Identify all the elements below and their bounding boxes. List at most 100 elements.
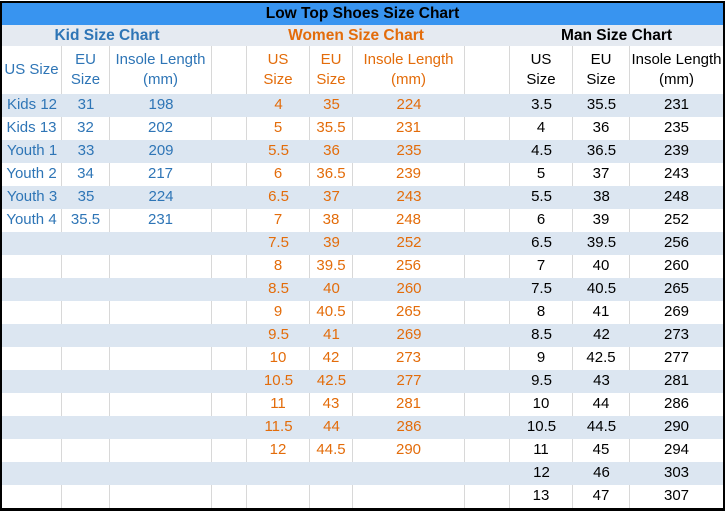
table-cell: 12 <box>247 439 310 462</box>
table-cell: 10 <box>510 393 573 416</box>
table-cell: 5 <box>247 117 310 140</box>
spacer-cell <box>212 140 247 163</box>
table-row: 8.5 40 260 7.5 40.5 265 <box>2 278 723 301</box>
table-cell: 307 <box>663 487 690 505</box>
table-row: 12 46 303 <box>2 462 723 485</box>
table-cell: Kids 12 <box>6 96 58 114</box>
table-cell <box>62 324 110 347</box>
table-cell <box>2 462 62 485</box>
table-cell: 235 <box>396 142 422 160</box>
table-cell: 224 <box>148 188 174 206</box>
table-row: 7.5 39 252 6.5 39.5 256 <box>2 232 723 255</box>
table-cell: 6 <box>510 209 573 232</box>
table-cell: 217 <box>110 163 212 186</box>
table-cell: 35.5 <box>310 117 353 140</box>
table-cell <box>62 301 110 324</box>
table-cell: 277 <box>663 349 690 367</box>
table-cell: 281 <box>663 372 690 390</box>
header-kid-eu-size: EU Size <box>62 46 110 94</box>
table-cell <box>110 232 212 255</box>
table-row: Youth 1 33 209 5.5 36 235 4.5 36.5 239 <box>2 140 723 163</box>
table-cell: 7.5 <box>531 280 552 298</box>
table-cell <box>62 416 110 439</box>
table-cell <box>110 324 212 347</box>
table-cell <box>110 370 212 393</box>
table-cell: 36 <box>573 117 630 140</box>
table-cell: 5 <box>510 163 573 186</box>
table-cell: 41 <box>323 326 340 344</box>
spacer-cell <box>465 186 510 209</box>
table-cell: 252 <box>663 211 690 229</box>
spacer-cell <box>212 232 247 255</box>
table-cell: 32 <box>62 117 110 140</box>
table-cell: 198 <box>148 96 174 114</box>
table-cell: 42 <box>310 347 353 370</box>
table-cell: 5.5 <box>531 188 552 206</box>
spacer-cell <box>465 278 510 301</box>
spacer-cell <box>465 255 510 278</box>
table-cell: 38 <box>310 209 353 232</box>
section-header-row: Kid Size Chart Women Size Chart Man Size… <box>2 25 723 46</box>
table-cell: 42.5 <box>316 372 347 390</box>
table-cell <box>247 485 310 508</box>
spacer-cell <box>465 393 510 416</box>
table-cell: 8 <box>510 301 573 324</box>
table-cell: 286 <box>663 395 690 413</box>
table-cell <box>110 255 212 278</box>
table-cell: 290 <box>663 418 690 436</box>
table-title: Low Top Shoes Size Chart <box>2 3 723 25</box>
spacer-cell <box>212 117 247 140</box>
table-cell: 256 <box>353 255 465 278</box>
table-cell: 41 <box>573 301 630 324</box>
spacer-cell <box>212 301 247 324</box>
table-cell <box>2 485 62 508</box>
table-cell: 303 <box>663 464 690 482</box>
table-cell: 46 <box>593 464 610 482</box>
table-cell <box>2 278 62 301</box>
header-women-insole-length: Insole Length (mm) <box>353 46 465 94</box>
table-cell <box>2 439 62 462</box>
table-cell: 6 <box>247 163 310 186</box>
table-cell: 235 <box>663 119 690 137</box>
table-cell <box>62 347 110 370</box>
table-cell <box>110 393 212 416</box>
table-cell: 10 <box>247 347 310 370</box>
table-cell: 44.5 <box>310 439 353 462</box>
spacer-cell <box>465 462 510 485</box>
table-cell: 31 <box>77 96 95 114</box>
table-cell: 224 <box>396 96 422 114</box>
header-man-insole-length: Insole Length (mm) <box>631 50 722 88</box>
spacer-cell <box>465 324 510 347</box>
spacer-cell <box>212 255 247 278</box>
table-cell <box>62 439 110 462</box>
table-cell: 277 <box>396 372 422 390</box>
table-row: 10 42 273 9 42.5 277 <box>2 347 723 370</box>
table-cell: 286 <box>396 418 422 436</box>
table-cell: 243 <box>396 188 422 206</box>
section-title-kid: Kid Size Chart <box>54 26 160 44</box>
table-cell: 13 <box>510 485 573 508</box>
table-cell: 39.5 <box>310 255 353 278</box>
table-cell: 239 <box>663 142 690 160</box>
spacer-cell <box>465 25 510 46</box>
spacer-cell <box>212 163 247 186</box>
spacer-cell <box>465 416 510 439</box>
table-cell: 8.5 <box>531 326 552 344</box>
table-body: Kids 12 31 198 4 35 224 3.5 35.5 231 Kids 13 32 202… <box>2 94 723 508</box>
table-cell: Youth 2 <box>2 163 62 186</box>
table-row: 9 40.5 265 8 41 269 <box>2 301 723 324</box>
table-cell <box>110 347 212 370</box>
table-cell: 7.5 <box>268 234 289 252</box>
table-cell: 4 <box>274 96 283 114</box>
section-title-man: Man Size Chart <box>560 26 673 44</box>
spacer-cell <box>465 163 510 186</box>
table-cell: 4.5 <box>531 142 552 160</box>
table-cell <box>353 462 465 485</box>
table-cell: 33 <box>77 142 95 160</box>
spacer-cell <box>212 393 247 416</box>
table-cell <box>62 370 110 393</box>
table-cell <box>62 462 110 485</box>
table-cell: 3.5 <box>531 96 552 114</box>
spacer-cell <box>465 439 510 462</box>
table-cell <box>62 485 110 508</box>
